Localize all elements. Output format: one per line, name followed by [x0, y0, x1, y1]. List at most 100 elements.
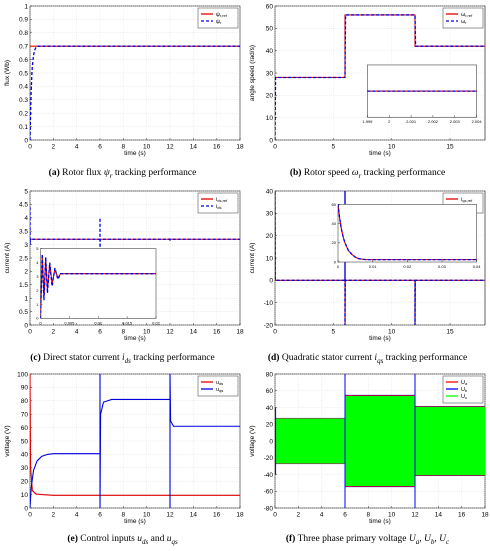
chart-a-xtick-label: 18 [236, 144, 244, 151]
chart-f-legend-label: Ub [461, 387, 468, 393]
chart-b-series-1 [275, 14, 485, 140]
chart-f-ytick-label: -80 [264, 505, 274, 512]
chart-a-ytick-label: 0.3 [19, 97, 28, 104]
panel-f: 0 2 4 6 8 10 12 14 16 18 -80 -60 -40 -20 0 20 40 60 80 time… [245, 368, 490, 551]
chart-e-xtick-label: 4 [75, 512, 79, 519]
chart-b-inset: 1.999 2 2.001 2.002 2.003 2.004 [362, 64, 482, 124]
chart-e-ytick-label: 70 [21, 411, 29, 418]
chart-a-series-group [30, 45, 240, 140]
chart-d-inset-ytick-label: 60 [332, 202, 337, 207]
chart-c-xtick-label: 12 [166, 329, 174, 336]
panel-d: 0 5 10 15 -20 -10 0 10 20 30 40 time (s) current (A)… [245, 185, 490, 368]
chart-e: 0 2 4 6 8 10 12 14 16 18 0 10 20 30 40 50 60 70 80 90 100 tim… [4, 371, 244, 525]
chart-f-ytick-label: -60 [264, 489, 274, 496]
chart-d-ytick-label: 40 [266, 188, 274, 195]
chart-c-ylabel: current (A) [4, 243, 11, 274]
chart-d-inset-xtick-label: 0.04 [473, 264, 482, 269]
chart-b-xtick-label: 10 [388, 144, 396, 151]
chart-e-series-0 [30, 374, 240, 496]
chart-f-xtick-label: 16 [458, 512, 466, 519]
chart-f-xtick-label: 18 [481, 512, 489, 519]
chart-c-xtick-label: 8 [122, 329, 126, 336]
chart-f-xtick-label: 12 [411, 512, 419, 519]
chart-c-ytick-label: 0 [24, 322, 28, 329]
chart-c-xtick-label: 6 [98, 329, 102, 336]
chart-e-ytick-label: 50 [21, 438, 29, 445]
chart-e-legend-label: uqs [216, 387, 223, 393]
chart-d-inset-series-1 [338, 204, 477, 261]
chart-c-inset-ytick-label: 2 [36, 288, 39, 293]
chart-f-ylabel: voltage (V) [249, 425, 256, 456]
chart-a-ytick-label: 0.2 [19, 110, 28, 117]
chart-a-ytick-label: 0.6 [19, 57, 28, 64]
chart-d-ytick-label: 20 [266, 233, 274, 240]
chart-c-inset-xtick-label: 0.005 [64, 320, 75, 325]
chart-c-inset-plot-frame [40, 248, 157, 319]
chart-b-legend-box [442, 7, 484, 29]
chart-f-ytick-label: 0 [269, 438, 273, 445]
chart-e-ytick-label: 100 [17, 371, 28, 378]
chart-f-ytick-label: 60 [266, 388, 274, 395]
chart-c-xtick-label: 2 [52, 329, 56, 336]
chart-a: 0 2 4 6 8 10 12 14 16 18 0 0.1 0.2 0.3 0.4 0.5 0.6 0.7 0.8… [4, 3, 244, 157]
chart-c-xtick-label: 4 [75, 329, 79, 336]
chart-d-xtick-label: 5 [332, 329, 336, 336]
chart-f-ytick-label: 80 [266, 371, 274, 378]
chart-d: 0 5 10 15 -20 -10 0 10 20 30 40 time (s) current (A)… [249, 188, 486, 342]
chart-d-ytick-label: -20 [264, 322, 274, 329]
chart-c-xtick-label: 18 [236, 329, 244, 336]
chart-b-ytick-label: 20 [266, 93, 274, 100]
chart-a-ytick-label: 0.1 [19, 124, 28, 131]
chart-c-ytick-label: 2.5 [19, 255, 28, 262]
chart-d-xtick-label: 0 [273, 329, 277, 336]
chart-c: 0 2 4 6 8 10 12 14 16 1800.511.522.533.544.55time… [4, 188, 244, 342]
chart-a-xtick-label: 14 [190, 144, 198, 151]
chart-f-band-uc [275, 418, 345, 464]
chart-d-xtick-label: 15 [446, 329, 454, 336]
chart-e-ytick-label: 20 [21, 478, 29, 485]
caption-f: (f) Three phase primary voltage Ua, Ub, … [285, 534, 450, 546]
chart-e-ytick-label: 90 [21, 385, 29, 392]
chart-b-inset-xtick-label: 2.003 [450, 119, 461, 124]
chart-e-xtick-label: 2 [52, 512, 56, 519]
chart-f-xtick-label: 10 [388, 512, 396, 519]
chart-e-ytick-label: 40 [21, 452, 29, 459]
chart-c-inset-xtick-label: 0.015 [122, 320, 133, 325]
chart-e-xtick-label: 8 [122, 512, 126, 519]
chart-f-legend-label: Ua [461, 380, 468, 386]
panel-a: 0 2 4 6 8 10 12 14 16 18 0 0.1 0.2 0.3 0.4 0.5 0.6 0.7 0.8… [0, 0, 245, 183]
chart-a-ytick-label: 0.7 [19, 43, 28, 50]
chart-a-xtick-label: 6 [98, 144, 102, 151]
chart-c-xtick-label: 16 [213, 329, 221, 336]
chart-b-ytick-label: 30 [266, 70, 274, 77]
chart-f-ytick-label: 40 [266, 405, 274, 412]
chart-e-legend-label: uds [216, 380, 223, 386]
chart-d-xtick-label: 10 [388, 329, 396, 336]
chart-e-ytick-label: 10 [21, 492, 29, 499]
chart-b-ylabel: angle speed (rad/s) [249, 45, 256, 101]
chart-f-legend-label: Uc [461, 394, 467, 400]
chart-c-ytick-label: 2 [24, 269, 28, 276]
chart-e-xtick-label: 6 [98, 512, 102, 519]
chart-b-ytick-label: 10 [266, 115, 274, 122]
chart-d-series-1 [275, 191, 485, 325]
chart-f-xtick-label: 2 [297, 512, 301, 519]
chart-c-ytick-label: 1 [24, 295, 28, 302]
chart-d-inset-ytick-label: 20 [332, 240, 337, 245]
chart-e-ytick-label: 30 [21, 465, 29, 472]
chart-f-xtick-label: 4 [320, 512, 324, 519]
chart-e-xtick-label: 18 [236, 512, 244, 519]
chart-a-legend-label: ψr [216, 19, 222, 25]
chart-b-xtick-label: 0 [273, 144, 277, 151]
chart-c-inset-ytick-label: 0 [36, 316, 39, 321]
panel-b: 0 5 10 15 0 10 20 30 40 50 60 time (s) angle speed (… [245, 0, 490, 183]
chart-c-xtick-label: 0 [28, 329, 32, 336]
chart-e-xtick-label: 14 [190, 512, 198, 519]
chart-a-xtick-label: 16 [213, 144, 221, 151]
chart-d-inset-ytick-label: 40 [332, 221, 337, 226]
chart-e-series-1 [30, 374, 240, 508]
chart-f-xtick-label: 6 [343, 512, 347, 519]
chart-f-ytick-label: 20 [266, 422, 274, 429]
